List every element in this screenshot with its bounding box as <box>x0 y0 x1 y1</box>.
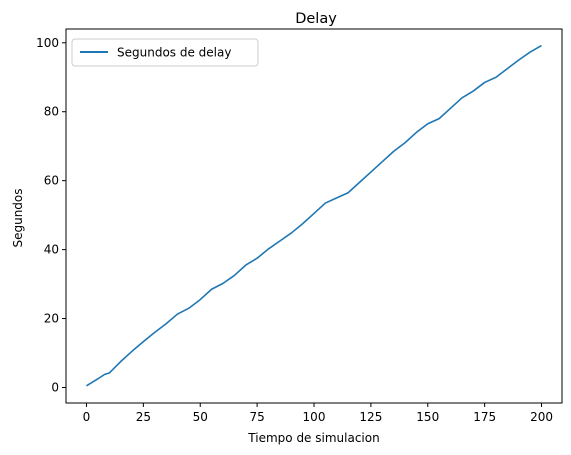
y-tick-label: 100 <box>36 36 59 50</box>
series-line-0 <box>86 44 542 387</box>
x-axis-label: Tiempo de simulacion <box>247 431 379 445</box>
legend-label: Segundos de delay <box>117 46 231 60</box>
y-axis: 0 20 40 60 80 100 <box>36 36 66 394</box>
x-tick-label: 25 <box>136 410 151 424</box>
x-tick-label: 150 <box>416 410 439 424</box>
x-tick-label: 75 <box>249 410 264 424</box>
x-tick-label: 50 <box>193 410 208 424</box>
y-tick-label: 40 <box>44 243 59 257</box>
plot-area <box>86 44 542 387</box>
x-tick-label: 200 <box>530 410 553 424</box>
legend-box <box>71 38 259 67</box>
x-tick-label: 175 <box>473 410 496 424</box>
y-tick-label: 80 <box>44 105 59 119</box>
legend: Segundos de delay <box>71 38 259 67</box>
x-tick-label: 125 <box>359 410 382 424</box>
y-tick-label: 60 <box>44 174 59 188</box>
y-tick-label: 20 <box>44 312 59 326</box>
chart-title: Delay <box>295 11 337 27</box>
y-axis-label: Segundos <box>11 188 25 247</box>
x-tick-label: 0 <box>83 410 91 424</box>
y-tick-label: 0 <box>51 380 59 394</box>
plot-frame <box>65 28 563 404</box>
x-tick-label: 100 <box>303 410 326 424</box>
x-axis: 0 25 50 75 100 125 150 175 200 <box>83 403 553 424</box>
